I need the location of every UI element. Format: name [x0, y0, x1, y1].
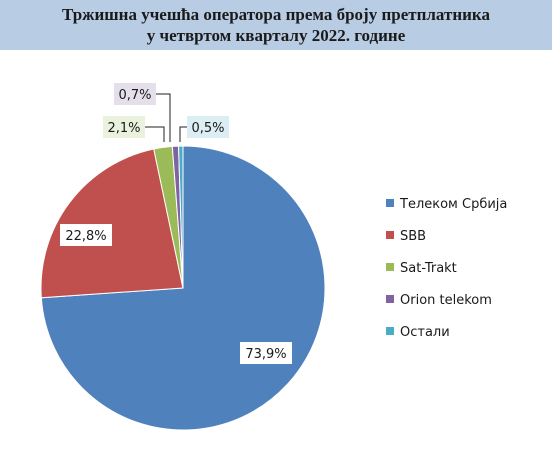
legend-swatch-1: [386, 199, 394, 207]
data-label-box-2: [60, 224, 112, 246]
pie-slice-2: [40, 148, 184, 299]
data-label-box-1: [240, 342, 292, 364]
data-label-5: 0,5%: [191, 121, 224, 136]
legend-label-1: Телеком Србија: [399, 197, 507, 212]
legend-swatch-4: [386, 295, 394, 303]
leader-line-4: [156, 93, 171, 142]
data-label-3: 2,1%: [107, 121, 140, 136]
legend-swatch-5: [386, 327, 394, 335]
legend-label-5: Остали: [400, 325, 450, 340]
data-label-box-4: [114, 83, 156, 105]
data-label-1: 73,9%: [245, 347, 286, 362]
data-label-4: 0,7%: [118, 88, 151, 103]
legend-label-3: Sat-Trakt: [400, 261, 457, 276]
pie-slice-5: [178, 145, 184, 289]
data-label-2: 22,8%: [65, 229, 106, 244]
legend-label-2: SBB: [400, 229, 426, 244]
chart-title-banner: Тржишна учешћа оператора према броју пре…: [0, 0, 552, 50]
legend-label-4: Orion telekom: [400, 293, 492, 308]
chart-title-line-2: у четвртом кварталу 2022. године: [146, 26, 406, 45]
data-label-box-3: [103, 116, 145, 138]
leader-line-3: [145, 126, 165, 142]
legend-swatch-2: [386, 231, 394, 239]
leader-line-5: [179, 126, 187, 142]
legend-swatch-3: [386, 263, 394, 271]
data-label-box-5: [187, 116, 229, 138]
chart-title-line-1: Тржишна учешћа оператора према броју пре…: [62, 5, 490, 24]
